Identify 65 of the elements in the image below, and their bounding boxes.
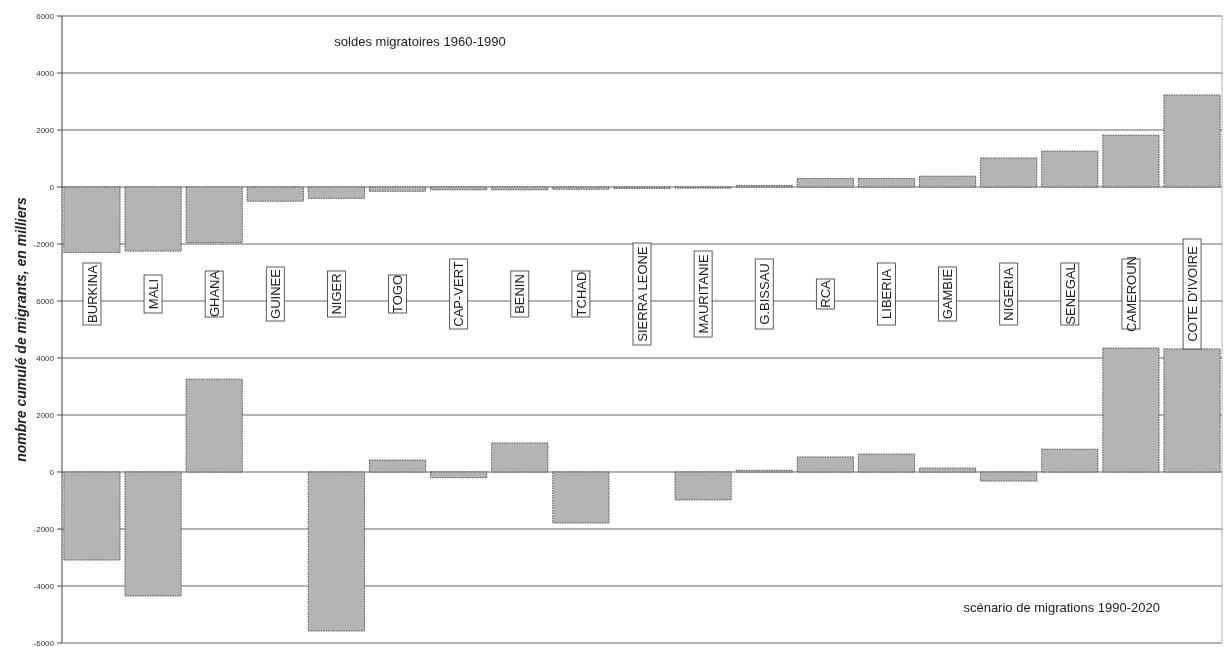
x-tick-label: MAURITANIE — [695, 254, 711, 334]
bar — [857, 453, 915, 473]
x-tick-label: NIGER — [329, 273, 345, 315]
bar — [246, 186, 304, 202]
bar — [1041, 448, 1099, 473]
y-tick-label: -4000 — [33, 581, 55, 591]
x-tick-label: RCA — [818, 279, 834, 308]
bar — [919, 175, 977, 188]
bar — [980, 471, 1038, 482]
bar — [980, 157, 1038, 188]
bar — [1102, 134, 1160, 188]
y-tick-label: 6000 — [36, 296, 55, 306]
x-tick-label: TCHAD — [573, 271, 589, 317]
y-tick-label: 0 — [49, 182, 55, 192]
bar — [369, 186, 427, 192]
x-tick-label: NIGERIA — [1001, 266, 1017, 321]
bar — [1102, 347, 1160, 473]
x-tick-label: GAMBIE — [940, 268, 956, 320]
y-tick-label: 0 — [49, 467, 55, 477]
x-tick-label: CAMEROUN — [1123, 256, 1139, 332]
y-tick-label: 2000 — [36, 410, 55, 420]
y-tick-label: 2000 — [36, 125, 55, 135]
bar — [552, 471, 610, 524]
bar — [1041, 150, 1099, 188]
x-tick-label: G.BISSAU — [756, 263, 772, 325]
bar — [307, 186, 365, 199]
x-tick-label: LIBERIA — [879, 268, 895, 319]
y-tick-label: -2000 — [33, 239, 55, 249]
bar — [124, 471, 182, 597]
x-tick-label: COTE D'IVOIRE — [1184, 245, 1200, 342]
bar — [491, 442, 549, 473]
bar — [796, 456, 854, 473]
bar — [674, 471, 732, 501]
bar — [430, 471, 488, 479]
bar — [491, 186, 549, 191]
bar — [919, 467, 977, 473]
text: scénario de migrations 1990-2020 — [963, 600, 1160, 615]
bar — [369, 459, 427, 473]
bar — [796, 178, 854, 188]
bar — [185, 186, 243, 243]
bar — [185, 378, 243, 473]
bar — [63, 186, 121, 253]
bar — [124, 186, 182, 252]
bar — [1163, 94, 1221, 188]
y-tick-label: 6000 — [36, 11, 55, 21]
bar — [430, 186, 488, 191]
x-tick-label: SENEGAL — [1062, 263, 1078, 325]
x-tick-label: TOGO — [390, 274, 406, 314]
bar — [857, 178, 915, 188]
x-tick-label: BENIN — [512, 274, 528, 314]
text: soldes migratoires 1960-1990 — [334, 34, 506, 49]
x-tick-label: GUINEE — [267, 268, 283, 319]
y-tick-label: -6000 — [33, 638, 55, 647]
y-tick-label: 4000 — [36, 68, 55, 78]
x-tick-label: BURKINA — [84, 264, 100, 323]
bar — [307, 471, 365, 632]
bar — [552, 186, 610, 190]
bar — [63, 471, 121, 561]
y-tick-label: -2000 — [33, 524, 55, 534]
x-tick-label: MALI — [145, 278, 161, 310]
y-tick-label: 4000 — [36, 353, 55, 363]
x-tick-label: CAP-VERT — [451, 261, 467, 327]
y-axis-title: nombre cumulé de migrants, en milliers — [13, 197, 29, 462]
x-tick-label: SIERRA LEONE — [634, 245, 650, 342]
x-tick-label: GHANA — [206, 270, 222, 318]
